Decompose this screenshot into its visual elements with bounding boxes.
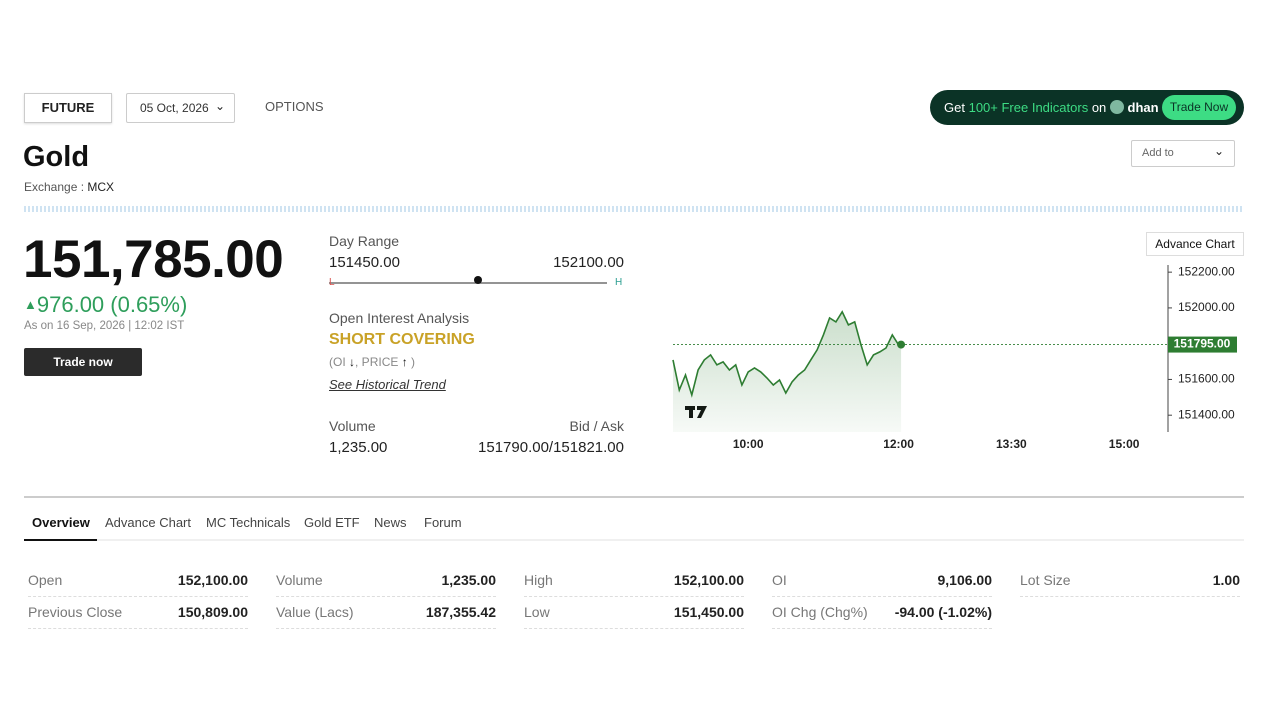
last-price-label: 151795.00 <box>1174 337 1231 351</box>
last-price: 151,785.00 <box>23 230 284 289</box>
stat-cell: Previous Close 150,809.00 <box>28 598 248 629</box>
stat-label: Previous Close <box>28 604 123 620</box>
stat-label: Open <box>28 572 63 588</box>
stat-value: 187,355.42 <box>425 604 496 620</box>
oi-detail: (OI ↓, PRICE ↑ ) <box>329 355 415 369</box>
promo-prefix: Get <box>944 100 965 115</box>
nav-tab[interactable]: Overview <box>32 515 90 530</box>
stat-cell: Value (Lacs) 187,355.42 <box>276 598 496 629</box>
oi-signal: SHORT COVERING <box>329 331 475 348</box>
expiry-select[interactable]: 05 Oct, 2026 ⌄ <box>126 93 235 123</box>
y-tick-label: 152000.00 <box>1178 300 1235 314</box>
stat-value: 9,106.00 <box>937 572 993 588</box>
bid-ask: 151790.00/151821.00 <box>478 439 624 456</box>
nav-tab[interactable]: Advance Chart <box>105 515 191 530</box>
range-marker <box>474 276 482 284</box>
trade-button[interactable]: Trade now <box>24 348 142 376</box>
advance-chart-button[interactable]: Advance Chart <box>1146 232 1244 256</box>
options-tab[interactable]: OPTIONS <box>265 99 324 114</box>
exchange: MCX <box>87 180 115 194</box>
up-arrow: ▲ <box>24 297 37 312</box>
promo-brand: dhan <box>1127 100 1159 115</box>
promo-suffix: on <box>1091 100 1107 115</box>
promo-banner[interactable]: Get 100+ Free Indicators on dhan Trade N… <box>930 90 1244 125</box>
bid-ask-label: Bid / Ask <box>569 418 624 434</box>
down-arrow: ↓ <box>349 355 356 369</box>
stat-value: 151,450.00 <box>673 604 744 620</box>
brand-logo <box>1109 100 1124 114</box>
stat-value: -94.00 (-1.02%) <box>894 604 992 620</box>
stat-cell: Volume 1,235.00 <box>276 566 496 597</box>
stat-value: 152,100.00 <box>177 572 248 588</box>
promo-button[interactable]: Trade Now <box>1162 95 1236 120</box>
stat-cell: High 152,100.00 <box>524 566 744 597</box>
y-tick-label: 151400.00 <box>1178 407 1235 421</box>
historical-link[interactable]: See Historical Trend <box>329 377 446 392</box>
y-tick-label: 152200.00 <box>1178 264 1235 278</box>
high-marker: H <box>615 277 623 288</box>
chevron: ⌄ <box>215 99 226 113</box>
stat-cell: Low 151,450.00 <box>524 598 744 629</box>
price-change: 976.00 (0.65%) <box>36 292 188 317</box>
day-low: 151450.00 <box>329 254 400 271</box>
x-tick-label: 13:30 <box>996 437 1027 451</box>
stat-label: Volume <box>276 572 323 588</box>
stat-label: OI Chg (Chg%) <box>772 604 868 620</box>
oi-detail-oi: (OI <box>329 355 346 369</box>
instrument-title: Gold <box>23 141 90 173</box>
promo-highlight: 100+ Free Indicators <box>968 100 1089 115</box>
expiry: 05 Oct, 2026 <box>140 101 209 115</box>
future-tab[interactable]: FUTURE <box>24 93 112 123</box>
stat-value: 1.00 <box>1212 572 1240 588</box>
price-line <box>672 310 902 398</box>
volume-label: Volume <box>329 418 376 434</box>
stat-label: Low <box>524 604 550 620</box>
stat-value: 150,809.00 <box>177 604 248 620</box>
stat-label: OI <box>772 572 787 588</box>
stat-cell: OI 9,106.00 <box>772 566 992 597</box>
nav-tab[interactable]: Gold ETF <box>304 515 360 530</box>
area-fill <box>673 311 902 432</box>
stat-label: Lot Size <box>1020 572 1071 588</box>
stat-label: Value (Lacs) <box>276 604 354 620</box>
as-on: As on 16 Sep, 2026 | 12:02 IST <box>24 320 185 332</box>
nav-tab[interactable]: News <box>374 515 407 530</box>
stat-cell: OI Chg (Chg%) -94.00 (-1.02%) <box>772 598 992 629</box>
nav-tab[interactable]: MC Technicals <box>206 515 291 530</box>
stat-value: 152,100.00 <box>673 572 744 588</box>
exchange-line: Exchange : MCX <box>24 180 114 194</box>
y-tick-label: 151600.00 <box>1178 372 1235 386</box>
low-marker: L <box>329 277 335 288</box>
stat-label: High <box>524 572 553 588</box>
stat-cell: Open 152,100.00 <box>28 566 248 597</box>
exchange-label: Exchange : <box>24 180 85 194</box>
day-range-label: Day Range <box>329 233 400 249</box>
x-tick-label: 12:00 <box>883 437 914 451</box>
add-to: Add to <box>1142 147 1174 159</box>
oi-label: Open Interest Analysis <box>329 310 470 326</box>
add-to-select[interactable]: Add to ⌄ <box>1131 140 1235 167</box>
price-change-line: ▲976.00 (0.65%) <box>24 292 187 318</box>
nav-tab[interactable]: Forum <box>424 515 462 530</box>
stat-cell: Lot Size 1.00 <box>1020 566 1240 597</box>
x-tick-label: 10:00 <box>733 437 764 451</box>
chevron: ⌄ <box>1214 144 1225 158</box>
stat-value: 1,235.00 <box>441 572 497 588</box>
volume: 1,235.00 <box>329 439 388 456</box>
promo-text: Get 100+ Free Indicators on dhan <box>944 100 1159 115</box>
oi-detail-close: ) <box>411 355 416 369</box>
up-arrow: ↑ <box>401 355 408 369</box>
day-high: 152100.00 <box>553 254 624 271</box>
oi-detail-price: , PRICE <box>355 355 399 369</box>
last-price-tag <box>1168 336 1237 353</box>
x-tick-label: 15:00 <box>1109 437 1140 451</box>
